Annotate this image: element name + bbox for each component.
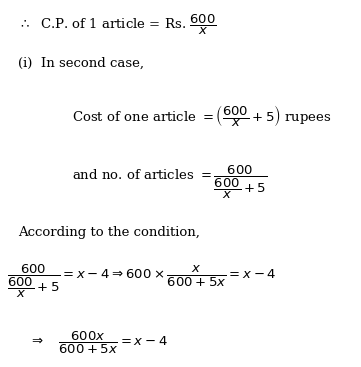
Text: and no. of articles $= \dfrac{600}{\dfrac{600}{x}+5}$: and no. of articles $= \dfrac{600}{\dfra… bbox=[72, 163, 268, 200]
Text: According to the condition,: According to the condition, bbox=[18, 226, 200, 239]
Text: Cost of one article $= \left(\dfrac{600}{x}+5\right)$ rupees: Cost of one article $= \left(\dfrac{600}… bbox=[72, 103, 332, 129]
Text: (i)  In second case,: (i) In second case, bbox=[18, 57, 144, 70]
Text: $\dfrac{600}{\dfrac{600}{x}+5} = x-4 \Rightarrow 600 \times \dfrac{x}{600+5x} = : $\dfrac{600}{\dfrac{600}{x}+5} = x-4 \Ri… bbox=[7, 262, 277, 299]
Text: $\therefore$  C.P. of 1 article = Rs. $\dfrac{600}{x}$: $\therefore$ C.P. of 1 article = Rs. $\d… bbox=[18, 13, 217, 37]
Text: $\Rightarrow \quad \dfrac{600x}{600+5x} = x-4$: $\Rightarrow \quad \dfrac{600x}{600+5x} … bbox=[29, 330, 168, 356]
